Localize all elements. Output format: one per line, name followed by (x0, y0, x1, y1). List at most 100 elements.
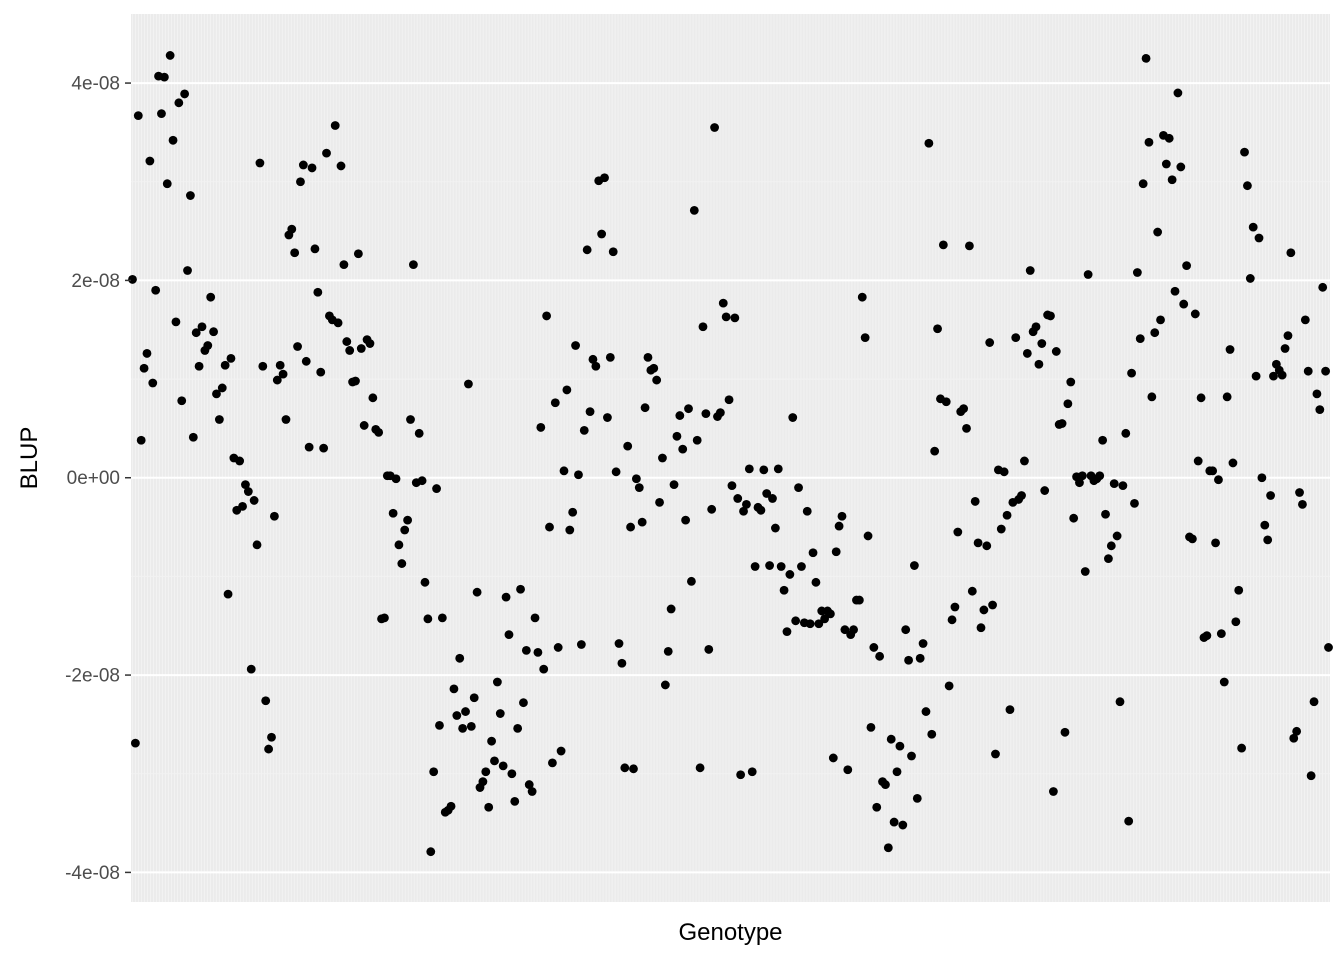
data-point (1132, 268, 1142, 277)
data-point (1046, 311, 1055, 321)
data-point (924, 138, 934, 148)
data-point (805, 619, 815, 629)
data-point (394, 540, 404, 550)
data-point (802, 506, 812, 516)
data-point (979, 605, 989, 615)
data-point (524, 780, 534, 789)
data-point (660, 680, 670, 690)
data-point (1243, 181, 1252, 191)
data-point (1167, 175, 1177, 185)
data-point (672, 431, 682, 441)
data-point (203, 341, 213, 350)
data-point (863, 531, 873, 541)
data-point (837, 511, 847, 521)
data-point (281, 415, 291, 424)
data-point (756, 505, 766, 515)
data-point (608, 247, 618, 257)
data-point (854, 595, 864, 605)
data-point (432, 484, 441, 493)
data-point (1260, 520, 1270, 530)
data-point (643, 352, 653, 362)
data-point (548, 758, 557, 768)
data-point (944, 681, 954, 691)
data-point (177, 396, 187, 406)
data-point (194, 361, 204, 371)
data-point (744, 464, 754, 474)
data-point (437, 613, 447, 623)
data-point (1292, 726, 1302, 736)
data-point (342, 337, 352, 346)
data-point (420, 577, 430, 587)
data-point (707, 504, 717, 514)
data-point (504, 630, 514, 640)
data-point (860, 333, 870, 343)
data-point (1040, 486, 1050, 495)
data-point (464, 379, 473, 389)
data-point (1228, 458, 1238, 468)
data-point (128, 275, 137, 284)
data-point (918, 639, 928, 648)
data-point (1095, 471, 1105, 481)
data-point (950, 602, 960, 612)
data-point (1150, 328, 1160, 338)
data-point (539, 664, 549, 674)
data-point (1066, 377, 1076, 387)
data-point (238, 501, 247, 511)
data-point (507, 769, 517, 779)
data-point (264, 744, 274, 754)
data-point (724, 395, 734, 405)
data-point (1034, 359, 1044, 369)
data-point (742, 499, 751, 509)
data-point (461, 707, 470, 716)
data-point (246, 664, 256, 674)
data-point (640, 403, 650, 413)
data-point (1101, 509, 1110, 519)
data-point (449, 684, 459, 694)
data-point (1318, 282, 1328, 292)
data-point (278, 369, 288, 379)
data-point (501, 592, 511, 602)
y-tick-label: -2e-08 (65, 666, 120, 687)
data-point (492, 677, 502, 687)
data-point (186, 191, 195, 200)
data-point (976, 623, 986, 633)
data-point (886, 734, 896, 744)
data-point (1295, 488, 1304, 497)
data-point (258, 361, 268, 371)
data-point (1020, 456, 1029, 466)
data-point (1298, 499, 1307, 509)
data-point (1031, 322, 1041, 332)
data-point (762, 489, 772, 498)
data-point (1083, 270, 1093, 279)
data-point (889, 817, 899, 827)
data-point (750, 562, 760, 571)
data-point (275, 360, 285, 370)
data-point (313, 287, 323, 297)
data-point (1283, 331, 1293, 341)
data-point (1121, 428, 1131, 438)
data-point (1303, 366, 1313, 376)
data-point (168, 135, 178, 145)
data-point (962, 424, 971, 433)
data-point (498, 761, 508, 771)
data-point (849, 625, 858, 635)
data-point (397, 559, 407, 568)
data-point (388, 508, 398, 518)
data-point (1216, 629, 1226, 639)
data-point (582, 245, 592, 255)
data-point (435, 720, 444, 730)
data-point (1214, 475, 1223, 485)
data-point (1057, 419, 1067, 428)
data-point (698, 322, 708, 332)
data-point (1245, 274, 1255, 283)
data-point (319, 443, 329, 453)
data-point (857, 292, 867, 302)
data-point (588, 354, 598, 364)
data-point (1135, 334, 1145, 344)
data-point (252, 540, 262, 550)
data-point (1240, 147, 1249, 157)
data-point (1063, 399, 1073, 409)
data-point (446, 801, 456, 811)
data-point (1124, 816, 1134, 826)
data-point (773, 464, 783, 474)
